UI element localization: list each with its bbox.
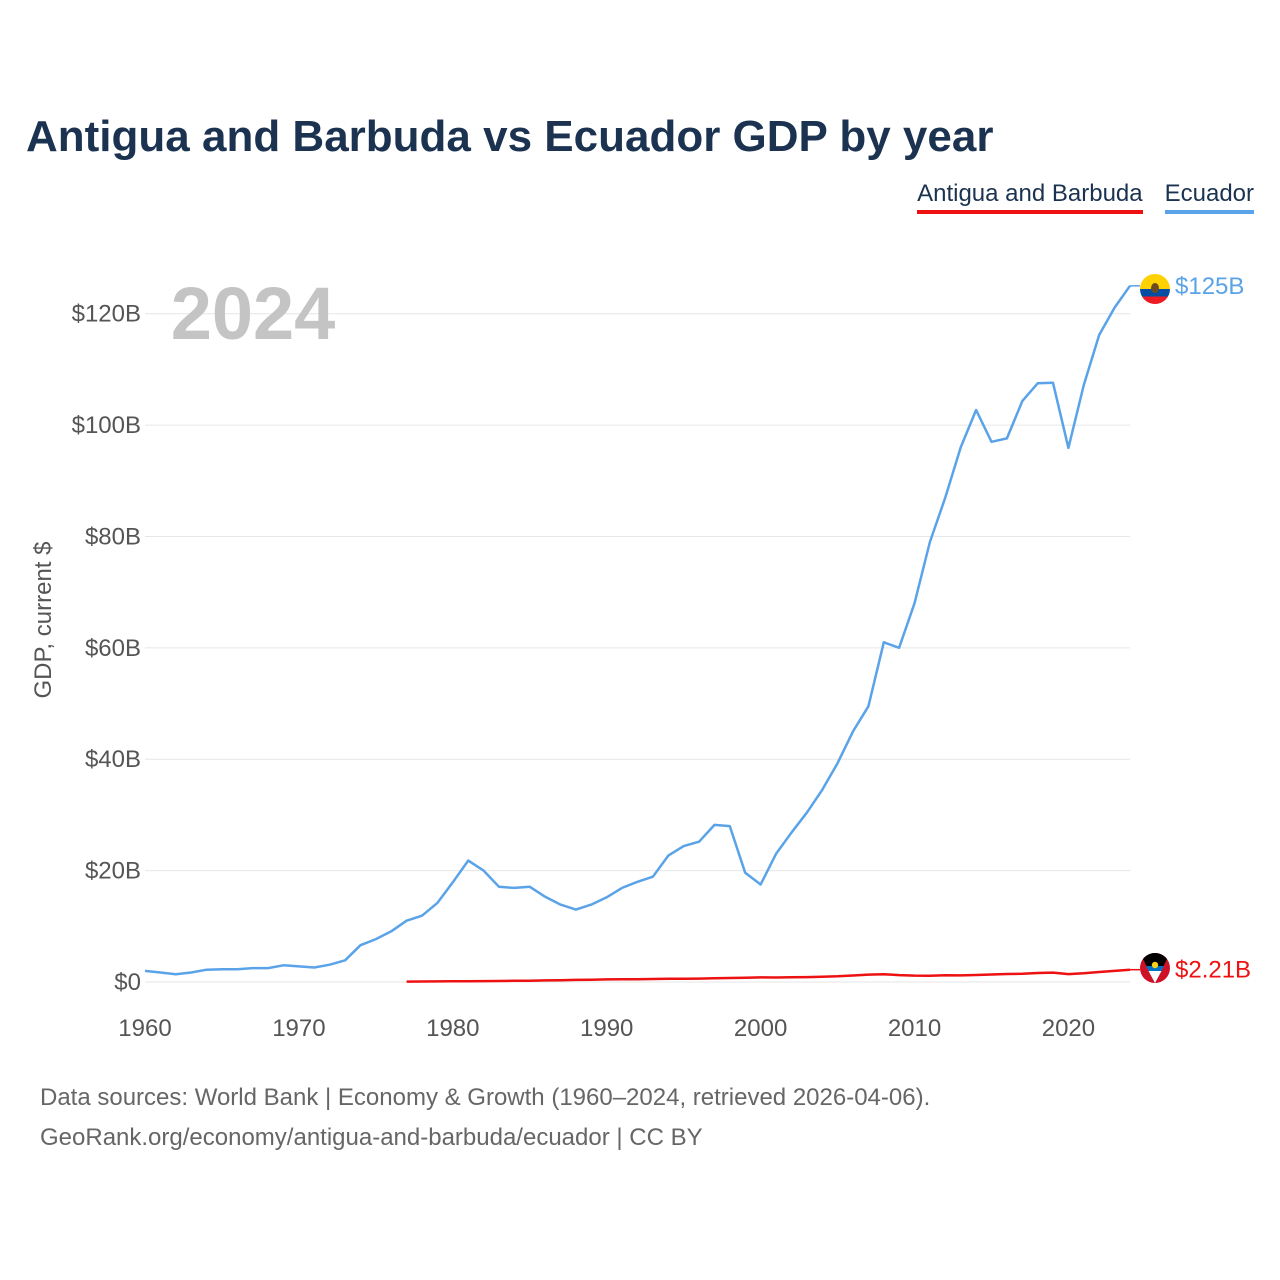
y-tick-label: $120B (72, 301, 141, 328)
gridlines (145, 313, 1130, 983)
x-tick-label: 1990 (580, 1015, 633, 1042)
series-lines (144, 285, 1140, 983)
y-tick-label: $40B (85, 746, 141, 773)
y-axis-label: GDP, current $ (30, 542, 57, 699)
source-url: GeoRank.org/economy/antigua-and-barbuda/… (40, 1124, 703, 1151)
end-label-antigua-and-barbuda: $2.21B (1175, 957, 1251, 984)
year-watermark: 2024 (171, 272, 336, 355)
ecuador-flag-icon (1140, 274, 1170, 304)
x-tick-label: 1970 (272, 1015, 325, 1042)
x-tick-label: 2010 (888, 1015, 941, 1042)
y-tick-label: $0 (114, 969, 141, 996)
y-tick-label: $60B (85, 635, 141, 662)
y-tick-label: $100B (72, 412, 141, 439)
series-line-antigua-and-barbuda (406, 968, 1131, 983)
series-line-ecuador (144, 285, 1132, 976)
legend-item-antigua-and-barbuda[interactable]: Antigua and Barbuda (917, 180, 1143, 214)
antigua-and-barbuda-flag-icon (1140, 953, 1170, 983)
end-labels: $2.21B $125B (1175, 273, 1251, 984)
x-tick-label: 2020 (1042, 1015, 1095, 1042)
y-tick-label: $20B (85, 858, 141, 885)
x-tick-label: 1980 (426, 1015, 479, 1042)
legend: Antigua and Barbuda Ecuador (917, 180, 1254, 214)
legend-item-ecuador[interactable]: Ecuador (1164, 180, 1254, 214)
x-axis-ticks: 1960 1970 1980 1990 2000 2010 2020 (118, 1015, 1095, 1042)
line-chart: 2024 $0$20B$40B$60B$80B$100B$120B 1960 19… (30, 272, 1251, 1042)
x-tick-label: 1960 (118, 1015, 171, 1042)
end-label-ecuador: $125B (1175, 273, 1244, 300)
x-tick-label: 2000 (734, 1015, 787, 1042)
chart-title: Antigua and Barbuda vs Ecuador GDP by ye… (26, 112, 994, 161)
y-tick-label: $80B (85, 523, 141, 550)
y-axis-ticks: $0 $20B $40B $60B $80B $100B $120B (72, 301, 141, 996)
source-note: Data sources: World Bank | Economy & Gro… (40, 1084, 931, 1111)
